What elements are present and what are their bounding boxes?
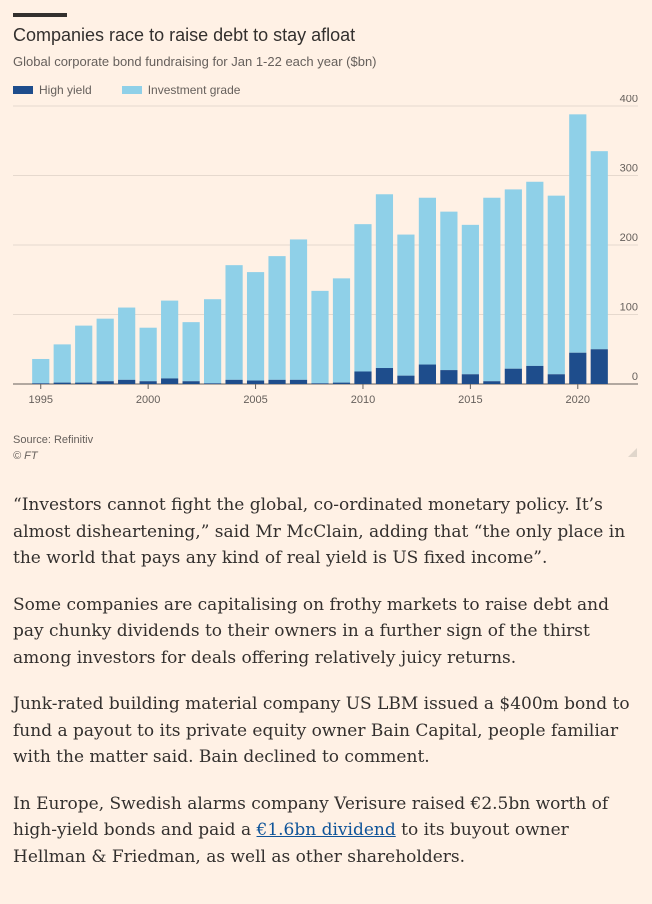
bar-high-yield bbox=[526, 365, 544, 384]
bar-high-yield bbox=[440, 370, 458, 384]
bar-chart: 0 100 200 300 400 1995 2000 2005 2010 2015 2020 bbox=[13, 95, 638, 406]
bar-high-yield bbox=[289, 379, 308, 384]
chart-subtitle: Global corporate bond fundraising for Ja… bbox=[13, 54, 377, 69]
y-tick-label: 100 bbox=[620, 302, 638, 314]
bar-investment-grade bbox=[332, 278, 351, 383]
bar-investment-grade bbox=[311, 290, 329, 384]
bar-investment-grade bbox=[32, 358, 50, 384]
article-text: In Europe, Swedish alarms company Verisu… bbox=[13, 793, 609, 841]
x-tick-label: 2000 bbox=[136, 394, 160, 406]
bar-high-yield bbox=[590, 349, 608, 384]
bar-high-yield bbox=[96, 381, 114, 384]
dividend-link[interactable]: €1.6bn dividend bbox=[256, 820, 396, 840]
article-body: “Investors cannot fight the global, co-o… bbox=[13, 492, 641, 890]
bar-investment-grade bbox=[75, 325, 93, 383]
bar-investment-grade bbox=[96, 318, 114, 382]
bar-high-yield bbox=[569, 352, 587, 384]
bar-high-yield bbox=[483, 381, 501, 384]
y-tick-label: 200 bbox=[620, 232, 638, 244]
x-tick-label: 2005 bbox=[243, 394, 267, 406]
bar-high-yield bbox=[311, 383, 329, 384]
bar-investment-grade bbox=[289, 239, 308, 380]
bar-investment-grade bbox=[569, 114, 587, 353]
bar-investment-grade bbox=[225, 265, 243, 380]
x-tick-label: 2020 bbox=[566, 394, 590, 406]
bar-high-yield bbox=[354, 371, 372, 384]
legend-label-investment-grade: Investment grade bbox=[147, 83, 241, 97]
bar-high-yield bbox=[182, 381, 200, 384]
bar-investment-grade bbox=[547, 195, 565, 375]
resize-handle-icon[interactable] bbox=[628, 448, 637, 457]
bar-high-yield bbox=[268, 379, 286, 384]
bar-investment-grade bbox=[354, 224, 372, 372]
bar-investment-grade bbox=[246, 272, 265, 381]
bar-investment-grade bbox=[118, 307, 136, 380]
chart-title: Companies race to raise debt to stay afl… bbox=[13, 25, 356, 45]
bar-investment-grade bbox=[375, 194, 394, 369]
article-paragraph: Some companies are capitalising on froth… bbox=[13, 594, 609, 668]
bar-investment-grade bbox=[526, 181, 544, 366]
bar-high-yield bbox=[397, 375, 415, 384]
chart-source: Source: Refinitiv bbox=[13, 434, 94, 446]
bar-high-yield bbox=[161, 378, 179, 384]
bar-high-yield bbox=[461, 374, 479, 384]
bar-high-yield bbox=[332, 382, 351, 384]
bar-investment-grade bbox=[418, 197, 436, 365]
bar-high-yield bbox=[139, 381, 157, 384]
legend-item-investment-grade: Investment grade bbox=[121, 83, 241, 97]
article-paragraph: Junk-rated building material company US … bbox=[13, 694, 630, 767]
y-tick-label: 300 bbox=[620, 163, 638, 175]
bar-investment-grade bbox=[504, 189, 522, 369]
legend-swatch-investment-grade bbox=[121, 86, 142, 94]
bar-high-yield bbox=[375, 368, 394, 384]
bar-investment-grade bbox=[440, 211, 458, 371]
y-tick-label: 0 bbox=[632, 371, 638, 383]
bar-high-yield bbox=[246, 380, 265, 384]
bar-high-yield bbox=[225, 379, 243, 384]
bar-high-yield bbox=[53, 382, 71, 384]
legend-item-high-yield: High yield bbox=[13, 83, 92, 97]
article-text: to its buyout owner Hellman & Friedman, … bbox=[13, 820, 569, 867]
bar-investment-grade bbox=[53, 344, 71, 383]
y-tick-label: 400 bbox=[620, 95, 638, 105]
bar-investment-grade bbox=[397, 234, 415, 376]
bar-investment-grade bbox=[461, 224, 479, 375]
chart-copyright: © FT bbox=[13, 450, 38, 462]
chart-legend: High yield Investment grade bbox=[13, 83, 270, 97]
bar-high-yield bbox=[504, 368, 522, 384]
title-rule bbox=[13, 13, 67, 17]
x-tick-label: 2010 bbox=[351, 394, 375, 406]
article-paragraph: “Investors cannot fight the global, co-o… bbox=[13, 495, 626, 568]
bar-high-yield bbox=[118, 379, 136, 384]
article-paragraph: In Europe, Swedish alarms company Verisu… bbox=[13, 791, 641, 871]
x-tick-label: 2015 bbox=[458, 394, 482, 406]
bar-investment-grade bbox=[268, 256, 286, 380]
bar-high-yield bbox=[75, 382, 93, 384]
bar-investment-grade bbox=[139, 327, 157, 382]
bar-high-yield bbox=[418, 364, 436, 384]
bar-investment-grade bbox=[483, 197, 501, 382]
bar-high-yield bbox=[32, 383, 50, 384]
bar-investment-grade bbox=[590, 151, 608, 350]
legend-swatch-high-yield bbox=[13, 86, 33, 94]
bar-investment-grade bbox=[161, 300, 179, 379]
bar-high-yield bbox=[547, 374, 565, 384]
legend-label-high-yield: High yield bbox=[39, 83, 92, 97]
bar-investment-grade bbox=[204, 299, 222, 384]
bar-investment-grade bbox=[182, 322, 200, 382]
bar-high-yield bbox=[204, 383, 222, 384]
x-tick-label: 1995 bbox=[28, 394, 52, 406]
